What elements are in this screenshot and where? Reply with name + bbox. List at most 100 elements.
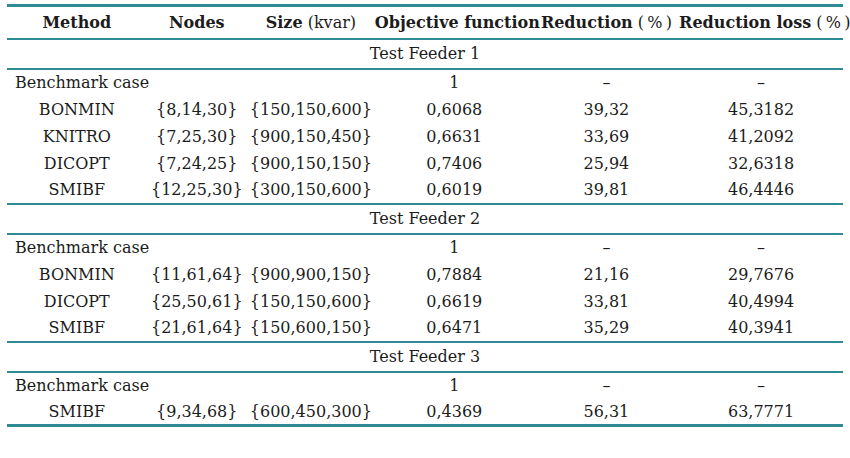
cell-nodes: [147, 69, 247, 96]
cell-objective: 0,6631: [375, 123, 534, 150]
table-row-smibf-2: SMIBF {21,61,64} {150,600,150} 0,6471 35…: [7, 315, 843, 342]
cell-reduction: 21,16: [534, 261, 679, 288]
cell-reduction-loss: 29,7676: [679, 261, 843, 288]
cell-method: DICOPT: [7, 288, 147, 315]
cell-size: {900,150,150}: [247, 150, 375, 177]
cell-nodes: {21,61,64}: [147, 315, 247, 342]
cell-objective: 1: [375, 69, 534, 96]
column-header-method: Method: [7, 6, 147, 39]
cell-nodes: {25,50,61}: [147, 288, 247, 315]
cell-nodes: {8,14,30}: [147, 96, 247, 123]
cell-method: SMIBF: [7, 399, 147, 426]
table-row-bonmin-1: BONMIN {8,14,30} {150,150,600} 0,6068 39…: [7, 96, 843, 123]
cell-method: Benchmark case: [7, 69, 147, 96]
cell-size: {900,900,150}: [247, 261, 375, 288]
cell-method: SMIBF: [7, 315, 147, 342]
cell-method: Benchmark case: [7, 234, 147, 261]
section-title-row-test-feeder-3: Test Feeder 3: [7, 342, 843, 372]
cell-method: BONMIN: [7, 261, 147, 288]
cell-reduction: 33,69: [534, 123, 679, 150]
cell-method: BONMIN: [7, 96, 147, 123]
cell-size: {150,600,150}: [247, 315, 375, 342]
cell-reduction-loss: 63,7771: [679, 399, 843, 426]
cell-reduction-loss: 41,2092: [679, 123, 843, 150]
cell-nodes: [147, 372, 247, 399]
cell-objective: 0,7884: [375, 261, 534, 288]
cell-size: [247, 69, 375, 96]
cell-reduction-loss: 40,4994: [679, 288, 843, 315]
cell-method: Benchmark case: [7, 372, 147, 399]
cell-reduction: –: [534, 69, 679, 96]
cell-objective: 0,6471: [375, 315, 534, 342]
cell-reduction: 35,29: [534, 315, 679, 342]
cell-reduction-loss: 40,3941: [679, 315, 843, 342]
cell-size: [247, 234, 375, 261]
table-header-row: Method Nodes Size (kvar) Objective funct…: [7, 6, 843, 39]
cell-reduction: 56,31: [534, 399, 679, 426]
table-row-dicopt-1: DICOPT {7,24,25} {900,150,150} 0,7406 25…: [7, 150, 843, 177]
section-title: Test Feeder 2: [7, 204, 843, 234]
column-header-size-unit: (kvar): [303, 13, 357, 32]
section-title: Test Feeder 1: [7, 39, 843, 69]
cell-size: {150,150,600}: [247, 288, 375, 315]
table-row-smibf-1: SMIBF {12,25,30} {300,150,600} 0,6019 39…: [7, 177, 843, 204]
section-title-row-test-feeder-1: Test Feeder 1: [7, 39, 843, 69]
column-header-size: Size (kvar): [247, 6, 375, 39]
column-header-size-label: Size: [266, 13, 303, 32]
cell-method: SMIBF: [7, 177, 147, 204]
cell-reduction-loss: –: [679, 234, 843, 261]
cell-objective: 0,7406: [375, 150, 534, 177]
cell-reduction: 39,81: [534, 177, 679, 204]
column-header-nodes-label: Nodes: [169, 13, 225, 32]
table-row-smibf-3: SMIBF {9,34,68} {600,450,300} 0,4369 56,…: [7, 399, 843, 426]
cell-objective: 1: [375, 234, 534, 261]
cell-size: {600,450,300}: [247, 399, 375, 426]
table-row-benchmark-3: Benchmark case 1 – –: [7, 372, 843, 399]
cell-reduction: –: [534, 372, 679, 399]
cell-size: [247, 372, 375, 399]
column-header-method-label: Method: [42, 13, 111, 32]
table-row-benchmark-2: Benchmark case 1 – –: [7, 234, 843, 261]
results-table-container: Method Nodes Size (kvar) Objective funct…: [0, 0, 850, 427]
cell-size: {300,150,600}: [247, 177, 375, 204]
cell-objective: 0,6068: [375, 96, 534, 123]
cell-reduction: 33,81: [534, 288, 679, 315]
cell-method: KNITRO: [7, 123, 147, 150]
cell-nodes: {7,25,30}: [147, 123, 247, 150]
cell-reduction-loss: 32,6318: [679, 150, 843, 177]
column-header-objective-function-label: Objective function: [375, 13, 540, 32]
table-row-dicopt-2: DICOPT {25,50,61} {150,150,600} 0,6619 3…: [7, 288, 843, 315]
cell-reduction: –: [534, 234, 679, 261]
table-row-knitro-1: KNITRO {7,25,30} {900,150,450} 0,6631 33…: [7, 123, 843, 150]
cell-reduction-loss: –: [679, 372, 843, 399]
cell-reduction-loss: 46,4446: [679, 177, 843, 204]
section-title-row-test-feeder-2: Test Feeder 2: [7, 204, 843, 234]
cell-objective: 1: [375, 372, 534, 399]
cell-reduction-loss: –: [679, 69, 843, 96]
column-header-reduction-loss-label: Reduction loss: [679, 13, 811, 32]
cell-method: DICOPT: [7, 150, 147, 177]
cell-reduction-loss: 45,3182: [679, 96, 843, 123]
table-row-benchmark-1: Benchmark case 1 – –: [7, 69, 843, 96]
cell-nodes: [147, 234, 247, 261]
column-header-reduction: Reduction ( % ): [534, 6, 679, 39]
cell-nodes: {12,25,30}: [147, 177, 247, 204]
cell-reduction: 25,94: [534, 150, 679, 177]
cell-nodes: {7,24,25}: [147, 150, 247, 177]
column-header-reduction-loss: Reduction loss ( % ): [679, 6, 843, 39]
cell-objective: 0,4369: [375, 399, 534, 426]
results-table: Method Nodes Size (kvar) Objective funct…: [7, 4, 843, 427]
cell-nodes: {11,61,64}: [147, 261, 247, 288]
column-header-reduction-label: Reduction: [541, 13, 633, 32]
cell-size: {900,150,450}: [247, 123, 375, 150]
cell-objective: 0,6619: [375, 288, 534, 315]
table-row-bonmin-2: BONMIN {11,61,64} {900,900,150} 0,7884 2…: [7, 261, 843, 288]
cell-reduction: 39,32: [534, 96, 679, 123]
column-header-reduction-loss-unit: ( % ): [811, 13, 850, 32]
section-title: Test Feeder 3: [7, 342, 843, 372]
column-header-reduction-unit: ( % ): [633, 13, 672, 32]
cell-objective: 0,6019: [375, 177, 534, 204]
cell-nodes: {9,34,68}: [147, 399, 247, 426]
column-header-nodes: Nodes: [147, 6, 247, 39]
column-header-objective-function: Objective function: [375, 6, 534, 39]
